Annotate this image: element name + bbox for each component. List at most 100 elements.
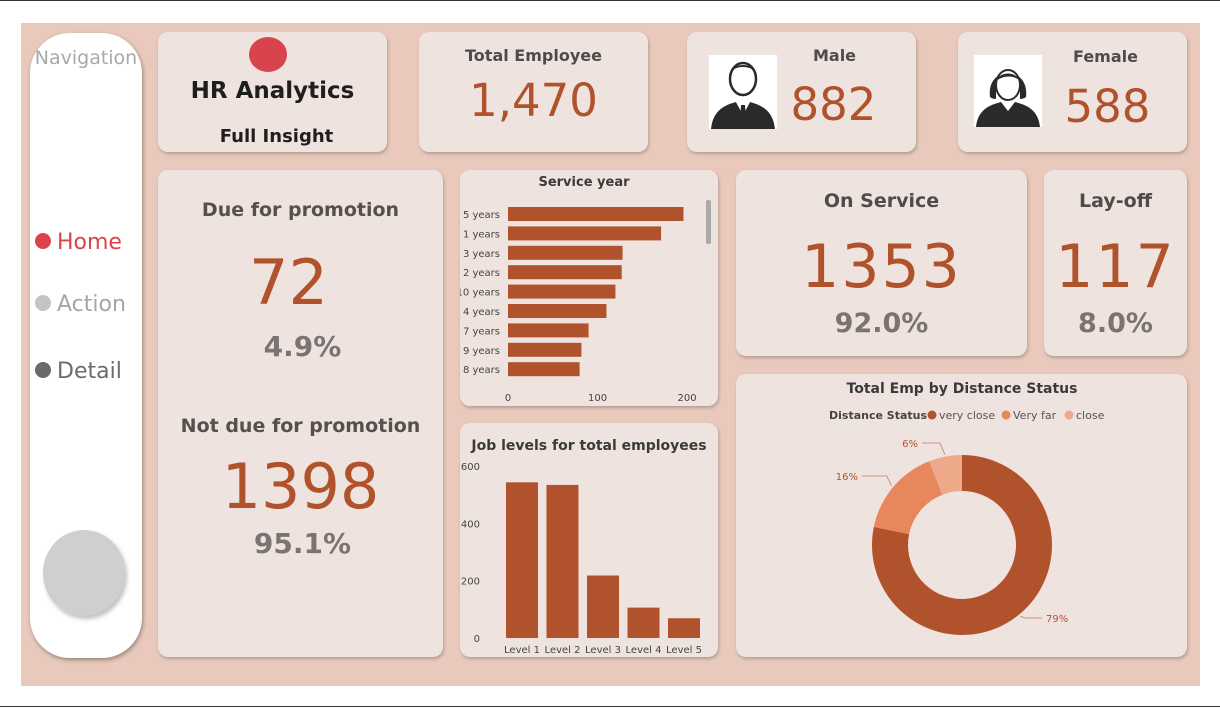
layoff-label: Lay-off [1078,190,1153,212]
service-year-bar[interactable] [508,284,616,299]
top-border-line [0,0,1220,1]
service-year-bar[interactable] [508,265,622,280]
job-levels-bar[interactable] [546,484,579,638]
due-promotion-label: Due for promotion [201,199,400,221]
service-year-bar[interactable] [508,342,582,357]
nav-item-label: Home [57,230,122,255]
navigation-title: Navigation [34,47,138,69]
detail-dot-icon [35,362,51,378]
due-promotion-pct: 4.9% [263,330,342,363]
service-year-bar[interactable] [508,245,623,260]
service-year-tick-label: 10 years [460,288,500,299]
total-employee-value: 1,470 [469,74,598,127]
female-label: Female [1073,47,1138,66]
service-year-tick-label: 7 years [463,326,500,337]
service-year-bar[interactable] [508,207,684,221]
nav-item-detail[interactable]: Detail [35,359,122,384]
nav-item-action[interactable]: Action [35,292,126,317]
distance-donut-slice[interactable] [929,455,962,495]
female-card: Female 588 [958,32,1187,152]
service-year-tick-label: 4 years [463,307,500,318]
job-levels-y-tick: 400 [461,519,480,530]
on-service-value: 1353 [801,232,962,302]
male-card: Male 882 [687,32,916,152]
distance-data-label: 6% [902,439,918,450]
layoff-pct: 8.0% [1078,308,1153,339]
action-dot-icon [35,295,51,311]
service-year-tick-label: 2 years [463,268,500,279]
distance-legend-label[interactable]: Very far [1013,409,1057,422]
brand-title: HR Analytics [190,78,355,104]
job-levels-x-tick: Level 2 [545,645,581,656]
distance-status-title: Total Emp by Distance Status [847,381,1078,397]
on-service-card: On Service 1353 92.0% [736,170,1027,356]
bottom-border-line [0,706,1220,707]
service-year-bar[interactable] [508,226,662,241]
nav-circle-button[interactable] [43,530,125,616]
distance-label-leader [862,475,893,486]
nav-item-label: Detail [57,359,122,384]
not-due-promotion-pct: 95.1% [253,527,352,560]
brand-card: HR Analytics Full Insight [158,32,387,152]
not-due-promotion-label: Not due for promotion [180,415,421,437]
service-year-chart: Service year 5 years 1 years 3 years 2 year… [460,175,711,404]
service-year-tick-label: 3 years [463,249,500,260]
distance-legend-label[interactable]: very close [939,409,995,422]
female-value: 588 [1064,80,1151,133]
distance-donut-slice[interactable] [873,461,943,535]
male-avatar-icon [709,55,777,129]
job-levels-title: Job levels for total employees [470,438,706,454]
distance-data-label: 16% [836,472,858,483]
service-year-tick-label: 8 years [463,365,500,376]
due-promotion-value: 72 [249,246,328,319]
male-label: Male [812,46,857,65]
nav-item-home[interactable]: Home [35,230,122,255]
distance-label-leader [922,442,946,455]
job-levels-x-tick: Level 5 [666,645,702,656]
distance-status-chart: Total Emp by Distance Status Distance St… [829,381,1105,635]
job-levels-bar[interactable] [668,618,700,638]
total-employee-card: Total Employee 1,470 [419,32,648,152]
on-service-pct: 92.0% [834,308,929,339]
nav-item-label: Action [57,292,126,317]
distance-status-card: Total Emp by Distance Status Distance St… [736,374,1187,657]
service-year-bar[interactable] [508,323,589,338]
layoff-value: 117 [1055,232,1176,302]
brand-subtitle: Full Insight [219,126,334,147]
home-dot-icon [35,233,51,249]
brand-dot-icon [249,37,287,72]
on-service-label: On Service [823,190,940,212]
total-employee-label: Total Employee [465,46,602,65]
job-levels-bar[interactable] [506,482,538,638]
job-levels-bar[interactable] [587,575,619,638]
service-year-bar[interactable] [508,304,607,318]
promotion-card: Due for promotion 72 4.9% Not due for pr… [158,170,443,657]
distance-donut-slice[interactable] [872,455,1052,635]
distance-legend-marker [1001,410,1011,420]
service-year-tick-label: 9 years [463,346,500,357]
service-year-bar[interactable] [508,362,580,377]
distance-legend-marker [927,410,937,420]
distance-label-leader [1019,615,1042,619]
job-levels-chart: Job levels for total employees 0 200 400 60… [461,438,707,656]
job-levels-x-tick: Level 1 [504,645,540,656]
job-levels-card: Job levels for total employees 0 200 400 60… [460,423,718,657]
service-year-title: Service year [538,175,630,190]
service-year-tick-label: 5 years [463,210,500,221]
service-year-x-tick: 200 [678,393,697,404]
job-levels-y-tick: 200 [461,577,480,588]
navigation-panel: Navigation Home Action Detail [30,33,142,658]
distance-legend-marker [1064,410,1074,420]
distance-data-label: 79% [1046,614,1068,625]
distance-legend-title: Distance Status [829,409,927,422]
male-value: 882 [790,78,877,131]
job-levels-bar[interactable] [627,607,660,638]
job-levels-x-tick: Level 4 [626,645,662,656]
service-year-tick-label: 1 years [463,229,500,240]
job-levels-y-tick: 0 [474,634,480,645]
layoff-card: Lay-off 117 8.0% [1044,170,1187,356]
distance-legend-label[interactable]: close [1076,409,1105,422]
service-year-scrollbar[interactable] [706,200,711,244]
female-avatar-icon [974,55,1042,127]
service-year-card: Service year 5 years 1 years 3 years 2 year… [460,170,718,406]
